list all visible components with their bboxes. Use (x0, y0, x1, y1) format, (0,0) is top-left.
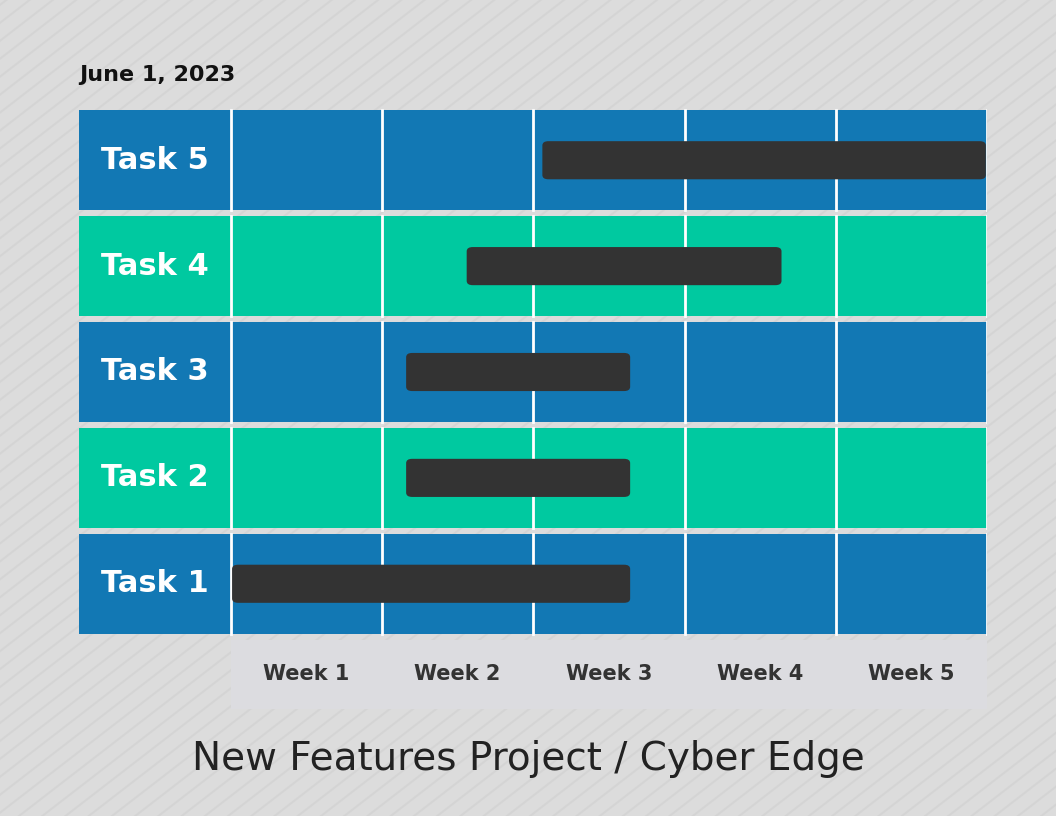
Text: Task 4: Task 4 (101, 251, 209, 281)
Text: Week 1: Week 1 (263, 664, 350, 685)
Bar (79, 322, 230, 422)
Text: Task 5: Task 5 (101, 146, 209, 175)
Bar (836, 216, 987, 316)
Bar (230, 110, 382, 210)
Bar (382, 216, 533, 316)
Bar (382, 322, 533, 422)
Text: New Features Project / Cyber Edge: New Features Project / Cyber Edge (191, 740, 865, 778)
Bar (230, 640, 987, 709)
Bar (230, 534, 382, 633)
Bar (382, 428, 533, 528)
Text: June 1, 2023: June 1, 2023 (79, 65, 235, 86)
Bar (230, 428, 382, 528)
Bar (382, 534, 533, 633)
Bar (230, 322, 382, 422)
FancyBboxPatch shape (543, 141, 986, 180)
FancyBboxPatch shape (467, 247, 781, 285)
Bar (533, 110, 684, 210)
Bar (533, 534, 684, 633)
Text: Task 1: Task 1 (101, 570, 209, 598)
Bar (836, 322, 987, 422)
Bar (684, 110, 836, 210)
Text: Task 2: Task 2 (101, 463, 209, 492)
Bar (533, 428, 684, 528)
Bar (684, 428, 836, 528)
Text: Week 2: Week 2 (414, 664, 501, 685)
Bar (533, 216, 684, 316)
Text: Week 4: Week 4 (717, 664, 804, 685)
Bar (79, 110, 230, 210)
Text: Week 3: Week 3 (566, 664, 653, 685)
Bar (79, 216, 230, 316)
Bar (684, 216, 836, 316)
Bar (533, 322, 684, 422)
FancyBboxPatch shape (232, 565, 630, 603)
Bar (230, 216, 382, 316)
Bar (79, 428, 230, 528)
Text: Task 3: Task 3 (101, 357, 209, 387)
Bar (382, 110, 533, 210)
Bar (836, 110, 987, 210)
Text: Week 5: Week 5 (868, 664, 955, 685)
Bar (684, 534, 836, 633)
Bar (79, 534, 230, 633)
FancyBboxPatch shape (407, 353, 630, 391)
Bar (836, 428, 987, 528)
Bar (836, 534, 987, 633)
FancyBboxPatch shape (407, 459, 630, 497)
Bar (684, 322, 836, 422)
